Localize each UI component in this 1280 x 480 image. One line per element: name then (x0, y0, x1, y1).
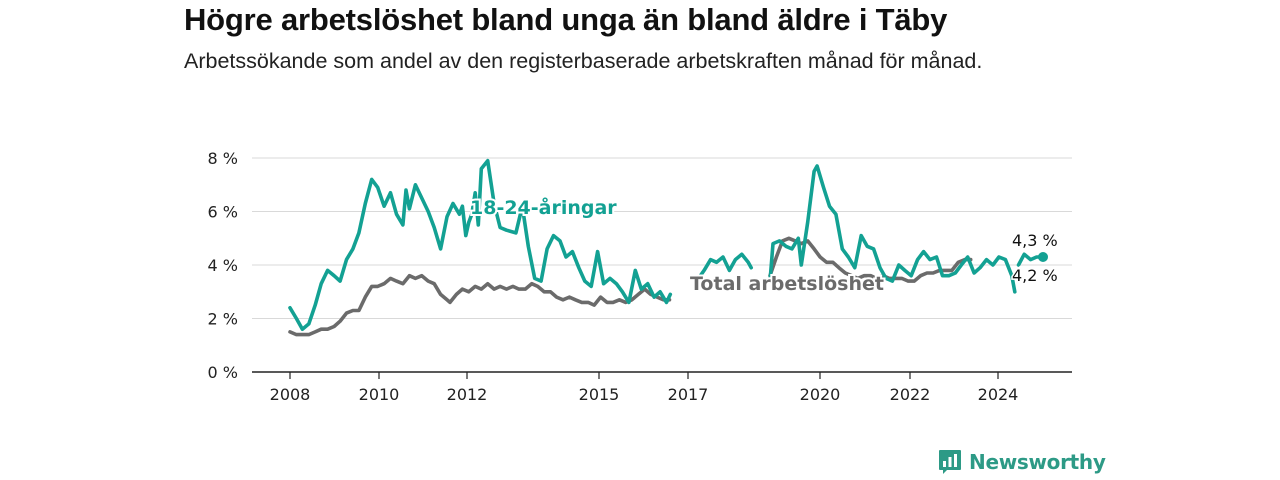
y-axis: 0 % 2 % 4 % 6 % 8 % (208, 149, 238, 382)
x-tick-label: 2008 (270, 385, 311, 404)
x-tick-label: 2015 (579, 385, 620, 404)
series-line-segment (288, 273, 672, 337)
x-tick-label: 2022 (890, 385, 931, 404)
y-tick-label: 8 % (208, 149, 238, 168)
grid-lines (252, 157, 1072, 319)
series-line-segment (288, 158, 673, 331)
chart-subtitle: Arbetssökande som andel av den registerb… (184, 49, 983, 73)
series-label-total: Total arbetslöshet (690, 273, 884, 295)
newsworthy-brand[interactable]: Newsworthy (938, 449, 1106, 475)
x-tick-label: 2024 (978, 385, 1019, 404)
series-end-point (1038, 251, 1048, 262)
chart-title: Högre arbetslöshet bland unga än bland ä… (184, 2, 948, 37)
series-line-segment (698, 252, 753, 278)
end-value-total: 4,2 % (1012, 266, 1058, 285)
end-value-youth: 4,3 % (1012, 231, 1058, 250)
x-tick-label: 2017 (668, 385, 709, 404)
brand-name: Newsworthy (969, 450, 1106, 474)
x-tick-label: 2012 (447, 385, 488, 404)
y-tick-label: 0 % (208, 363, 238, 382)
y-tick-label: 6 % (208, 203, 238, 222)
x-tick-label: 2010 (359, 385, 400, 404)
x-tick-label: 2020 (800, 385, 841, 404)
y-tick-label: 4 % (208, 256, 238, 275)
newsworthy-logo-icon (939, 450, 961, 474)
series-labels: 18-24-åringar Total arbetslöshet 4,3 % 4,2 … (468, 193, 1059, 297)
series-line-segment (768, 164, 1017, 294)
series-lines (288, 158, 1048, 337)
x-axis: 2008 2010 2012 2015 2017 2020 2022 2024 (252, 371, 1072, 404)
series-label-youth: 18-24-åringar (470, 195, 617, 219)
y-tick-label: 2 % (208, 310, 238, 329)
